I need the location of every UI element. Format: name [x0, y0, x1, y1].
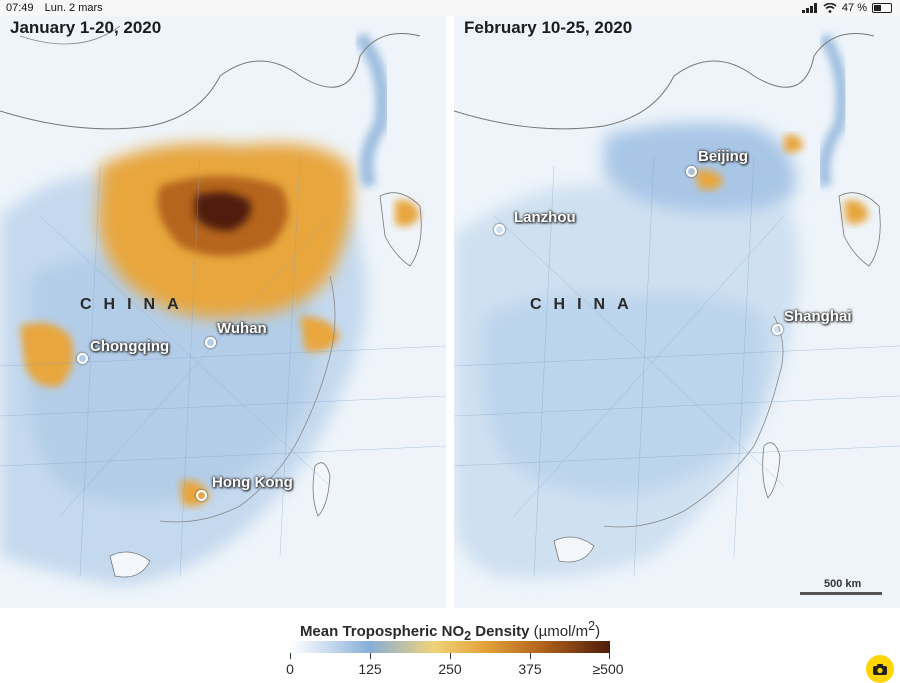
panel-title-february: February 10-25, 2020 — [464, 18, 633, 37]
legend-tick-label: 125 — [358, 661, 382, 677]
city-label-shanghai: Shanghai — [784, 308, 852, 325]
camera-icon — [873, 663, 887, 675]
legend-title-main: Mean Tropospheric NO — [299, 623, 465, 640]
status-right: 47 % — [801, 2, 892, 14]
scale-bar-label: 500 km — [824, 578, 862, 590]
status-date: Lun. 2 mars — [44, 2, 103, 14]
legend-unit-close: ) — [595, 623, 601, 640]
battery-percent: 47 % — [841, 2, 867, 14]
city-label-chongqing: Chongqing — [90, 338, 170, 355]
scale-bar: 500 km — [800, 578, 882, 596]
status-left: 07:49 Lun. 2 mars — [6, 2, 111, 14]
city-marker-lanzhou[interactable] — [494, 224, 505, 235]
legend-tick — [450, 653, 451, 659]
battery-icon — [872, 3, 892, 13]
scale-bar-line — [800, 592, 882, 595]
city-label-beijing: Beijing — [698, 148, 749, 165]
city-marker-shanghai[interactable] — [772, 324, 783, 335]
camera-button[interactable] — [866, 655, 894, 683]
legend-tick-label: ≥500 — [592, 661, 624, 677]
city-label-hong-kong: Hong Kong — [212, 474, 293, 491]
map-january-graphic — [0, 16, 446, 608]
signal-icon — [801, 3, 817, 13]
country-label-china: CHINA — [80, 296, 191, 313]
city-marker-hong-kong[interactable] — [196, 490, 207, 501]
city-label-lanzhou: Lanzhou — [514, 209, 576, 226]
legend-tick — [290, 653, 291, 659]
panel-title-january: January 1-20, 2020 — [10, 18, 162, 37]
legend-title-main2: Density — [471, 623, 530, 640]
city-marker-chongqing[interactable] — [77, 353, 88, 364]
map-panel-january: January 1-20, 2020 CHINA Chongqing Wuhan… — [0, 16, 446, 608]
city-marker-beijing[interactable] — [686, 166, 697, 177]
legend-unit: (µmol/m — [533, 623, 589, 640]
country-label-china-feb: CHINA — [530, 296, 641, 313]
legend-unit-superscript: 2 — [588, 619, 596, 633]
city-marker-wuhan[interactable] — [205, 337, 216, 348]
panel-divider — [446, 16, 454, 608]
status-bar: 07:49 Lun. 2 mars 47 % — [0, 0, 900, 16]
legend-tick — [370, 653, 371, 659]
legend-tick — [530, 653, 531, 659]
map-panel-february: February 10-25, 2020 CHINA Beijing Lanzh… — [454, 16, 900, 608]
legend-tick — [609, 653, 610, 659]
legend-title-subscript: 2 — [464, 629, 472, 643]
city-label-wuhan: Wuhan — [217, 320, 267, 337]
legend-ticks — [290, 653, 610, 659]
legend-title: Mean Tropospheric NO2 Density (µmol/m2) — [0, 619, 900, 643]
legend-tick-label: 375 — [518, 661, 542, 677]
legend-color-bar — [290, 641, 610, 653]
legend-tick-label: 0 — [286, 661, 294, 677]
legend-tick-label: 250 — [438, 661, 462, 677]
wifi-icon — [823, 3, 837, 13]
map-february-graphic — [454, 16, 900, 608]
status-time: 07:49 — [6, 2, 34, 14]
